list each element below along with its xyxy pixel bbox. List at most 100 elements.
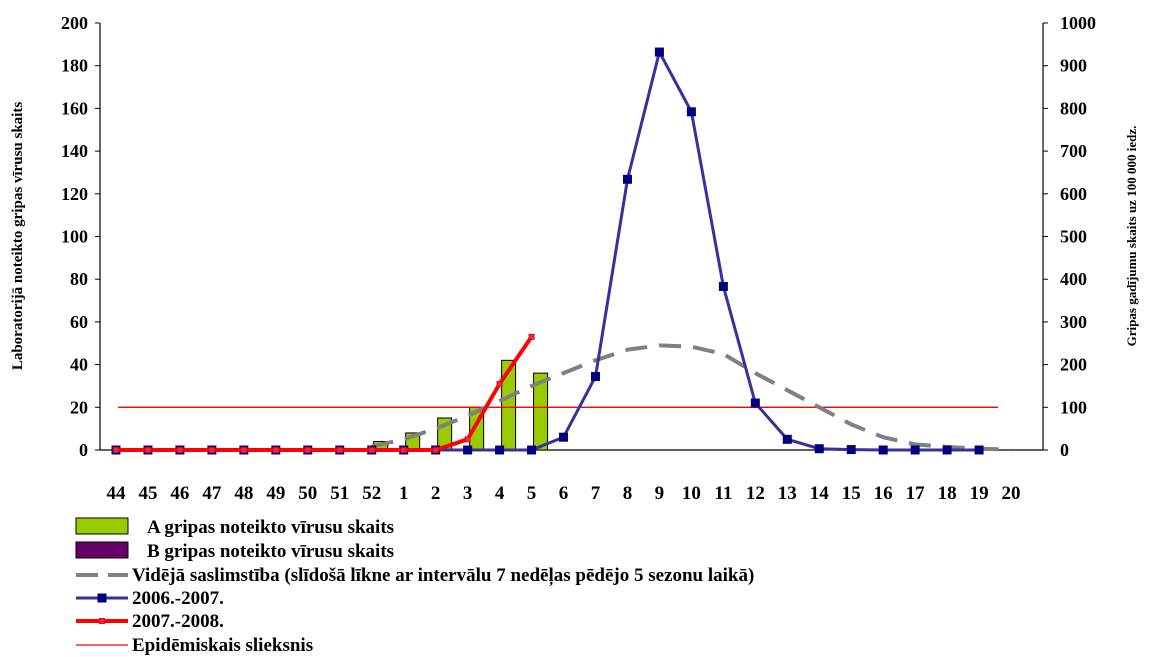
season-2006-2007-point xyxy=(495,445,505,455)
season-2007-2008-point xyxy=(176,447,183,453)
season-2007-2008-point xyxy=(144,447,151,453)
season-2007-2008-point xyxy=(432,447,439,453)
season-2006-2007-point xyxy=(718,281,728,291)
y-tick-label-left: 20 xyxy=(70,397,88,417)
y-tick-label-left: 200 xyxy=(61,13,88,33)
y-tick-label-right: 100 xyxy=(1060,397,1087,417)
season-2007-2008-point xyxy=(464,436,471,443)
y-tick-label-right: 0 xyxy=(1060,440,1069,460)
legend-item: 2007.-2008. xyxy=(76,611,224,632)
season-2006-2007-point xyxy=(686,107,696,117)
season-2007-2008-point xyxy=(304,447,311,453)
y-tick-label-right: 300 xyxy=(1060,312,1087,332)
x-tick-label: 52 xyxy=(362,483,381,504)
y-tick-label-right: 500 xyxy=(1060,227,1087,247)
y-tick-label-left: 140 xyxy=(61,141,88,161)
x-tick-label: 4 xyxy=(495,483,505,504)
x-tick-label: 20 xyxy=(1002,483,1021,504)
season-2006-2007-point xyxy=(846,445,856,455)
legend-item: A gripas noteikto vīrusu skaits xyxy=(75,517,394,538)
legend-item: 2006.-2007. xyxy=(76,588,224,609)
season-2007-2008-point xyxy=(496,380,503,387)
x-tick-label: 50 xyxy=(298,483,317,504)
x-tick-label: 10 xyxy=(682,483,701,504)
y-tick-label-right: 900 xyxy=(1060,56,1087,76)
x-tick-label: 16 xyxy=(874,483,893,504)
bar xyxy=(533,372,549,451)
legend-marker xyxy=(99,618,105,624)
y-tick-label-right: 800 xyxy=(1060,98,1087,118)
season-2007-2008-point xyxy=(368,447,375,453)
x-tick-label: 9 xyxy=(655,483,665,504)
x-tick-label: 17 xyxy=(906,483,926,504)
legend-label: 2006.-2007. xyxy=(132,588,224,609)
legend-item: Vidējā saslimstība (slīdošā līkne ar int… xyxy=(76,565,754,586)
legend-item: B gripas noteikto vīrusu skaits xyxy=(75,541,394,562)
lines xyxy=(111,47,1012,455)
season-2007-2008-point xyxy=(272,447,279,453)
y-tick-label-right: 200 xyxy=(1060,355,1087,375)
season-2007-2008-point xyxy=(208,447,215,453)
y-tick-label-left: 80 xyxy=(70,269,88,289)
y-tick-label-left: 180 xyxy=(61,56,88,76)
season-2006-2007-point xyxy=(527,445,537,455)
season-2006-2007-point xyxy=(782,434,792,444)
axes: 0204060801001201401601802000100200300400… xyxy=(61,13,1096,504)
y-tick-label-left: 120 xyxy=(61,184,88,204)
y-axis-label-left: Laboratorijā noteikto gripas vīrusu skai… xyxy=(10,102,26,371)
legend-label: Vidējā saslimstība (slīdošā līkne ar int… xyxy=(132,565,754,586)
legend-swatch xyxy=(75,541,129,559)
x-tick-label: 49 xyxy=(266,483,285,504)
y-tick-label-right: 700 xyxy=(1060,141,1087,161)
legend-label: A gripas noteikto vīrusu skaits xyxy=(147,517,394,538)
x-tick-label: 5 xyxy=(527,483,537,504)
x-tick-label: 48 xyxy=(234,483,253,504)
y-tick-label-left: 100 xyxy=(61,227,88,247)
x-tick-label: 47 xyxy=(202,483,222,504)
legend-label: 2007.-2008. xyxy=(132,611,224,632)
legend-swatch xyxy=(75,517,129,535)
x-tick-label: 11 xyxy=(714,483,732,504)
season-2007-2008-point xyxy=(113,447,119,453)
season-2006-2007-point xyxy=(974,445,984,455)
legend-label: B gripas noteikto vīrusu skaits xyxy=(147,541,394,562)
y-axis-label-right: Gripas gadījumu skaits uz 100 000 iedz. xyxy=(1124,126,1139,347)
season-2006-2007-point xyxy=(463,445,473,455)
legend: A gripas noteikto vīrusu skaits B gripas … xyxy=(75,517,754,656)
legend-item: Epidēmiskais slieksnis xyxy=(76,635,313,656)
x-tick-label: 15 xyxy=(842,483,861,504)
x-tick-label: 19 xyxy=(970,483,989,504)
x-tick-label: 14 xyxy=(810,483,830,504)
season-2006-2007-point xyxy=(559,432,569,442)
season-2007-2008-line xyxy=(116,335,534,452)
x-tick-label: 13 xyxy=(778,483,797,504)
x-tick-label: 44 xyxy=(107,483,127,504)
x-tick-label: 45 xyxy=(138,483,157,504)
y-tick-label-left: 60 xyxy=(70,312,88,332)
x-tick-label: 18 xyxy=(938,483,957,504)
x-tick-label: 51 xyxy=(330,483,349,504)
season-2007-2008-point xyxy=(336,447,343,453)
season-2006-2007-point xyxy=(590,372,600,382)
season-2006-2007-point xyxy=(750,398,760,408)
season-2006-2007-point xyxy=(654,47,664,57)
x-tick-label: 6 xyxy=(559,483,569,504)
y-tick-label-right: 600 xyxy=(1060,184,1087,204)
x-tick-label: 8 xyxy=(623,483,633,504)
y-tick-label-right: 400 xyxy=(1060,269,1087,289)
x-tick-label: 2 xyxy=(431,483,441,504)
y-tick-label-left: 0 xyxy=(79,440,88,460)
x-tick-label: 3 xyxy=(463,483,473,504)
season-2006-2007-point xyxy=(622,174,632,184)
x-tick-label: 46 xyxy=(170,483,189,504)
season-2006-2007-point xyxy=(878,445,888,455)
y-tick-label-left: 160 xyxy=(61,98,88,118)
y-tick-label-right: 1000 xyxy=(1060,13,1096,33)
x-tick-label: 12 xyxy=(746,483,765,504)
season-2007-2008-point xyxy=(400,447,407,453)
average-incidence-line xyxy=(371,343,1012,452)
season-2006-2007-point xyxy=(814,444,824,454)
season-2007-2008-point xyxy=(528,333,535,340)
season-2006-2007-point xyxy=(910,445,920,455)
legend-label: Epidēmiskais slieksnis xyxy=(132,635,313,656)
